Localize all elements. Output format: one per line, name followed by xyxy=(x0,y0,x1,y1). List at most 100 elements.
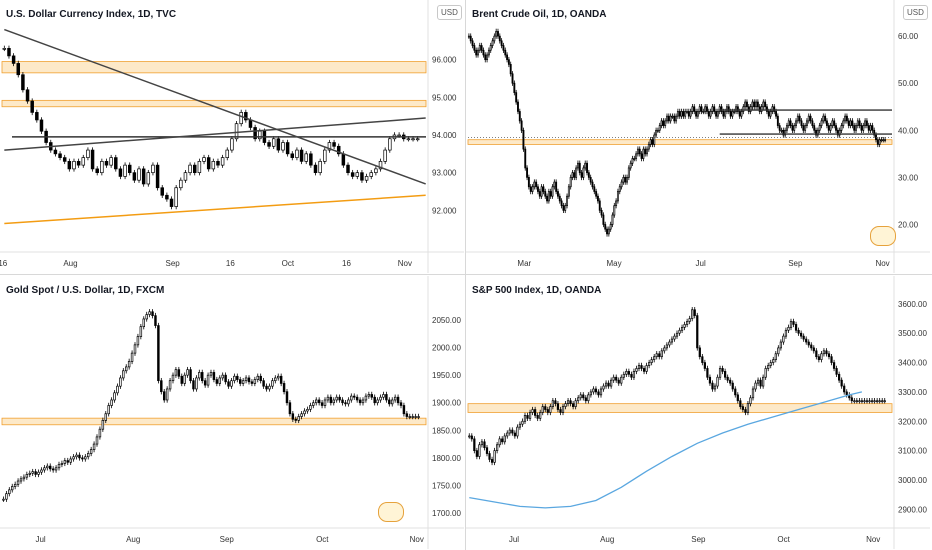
candle-body xyxy=(686,111,688,113)
x-tick-label: Nov xyxy=(410,535,424,544)
candle-body xyxy=(856,120,859,126)
candle-body xyxy=(276,138,281,151)
candle-body xyxy=(873,129,876,136)
candle-body xyxy=(379,396,382,401)
candle-body xyxy=(267,142,271,147)
candle-body xyxy=(480,45,483,51)
candle-body xyxy=(742,106,745,112)
candle-body xyxy=(13,483,17,487)
candle-body xyxy=(847,120,850,126)
candle-body xyxy=(524,148,527,169)
candle-body xyxy=(800,332,803,337)
candle-body xyxy=(693,106,696,112)
candle-body xyxy=(411,138,415,141)
candle-body xyxy=(701,356,704,363)
candle-body xyxy=(620,376,623,384)
events-badge-icon[interactable] xyxy=(378,502,404,522)
candle-body xyxy=(739,400,742,407)
candle-body xyxy=(629,162,632,169)
candle-body xyxy=(151,164,155,174)
y-tick-label: 96.000 xyxy=(432,56,457,65)
x-tick-label: Sep xyxy=(691,535,706,544)
events-badge-icon[interactable] xyxy=(870,226,896,246)
candle-body xyxy=(675,115,678,122)
candle-body xyxy=(829,125,832,131)
candle-body xyxy=(155,164,160,189)
candle-body xyxy=(853,400,856,403)
candle-body xyxy=(787,120,790,126)
y-tick-label: 20.00 xyxy=(898,220,919,229)
candle-body xyxy=(622,177,625,183)
candle-body xyxy=(526,167,529,178)
candle-body xyxy=(136,336,140,346)
candle-body xyxy=(51,468,55,471)
candle-body xyxy=(762,376,765,387)
candle-body xyxy=(569,177,572,188)
candle-body xyxy=(855,125,857,131)
candle-body xyxy=(827,353,831,358)
candle-body xyxy=(341,399,344,404)
candle-body xyxy=(290,153,295,158)
candle-body xyxy=(835,368,838,375)
candle-body xyxy=(640,365,643,369)
candle-body xyxy=(22,476,26,480)
candle-body xyxy=(884,139,887,142)
candle-body xyxy=(285,142,290,155)
candle-body xyxy=(397,134,401,137)
candle-body xyxy=(477,49,479,56)
candle-body xyxy=(247,377,251,383)
chart-panel-spx[interactable]: 2900.00 3000.00 3100.00 3200.00 3300.00 3400.… xyxy=(466,276,930,549)
candle-body xyxy=(358,399,362,404)
candle-body xyxy=(336,145,341,155)
candle-body xyxy=(195,377,198,390)
currency-badge-brent[interactable]: USD xyxy=(903,5,928,20)
candle-body xyxy=(101,420,105,430)
candle-body xyxy=(40,469,43,473)
candle-body xyxy=(198,372,201,379)
candle-body xyxy=(718,368,722,378)
candle-body xyxy=(388,399,391,405)
candle-body xyxy=(702,111,705,113)
candle-body xyxy=(604,382,608,387)
candle-body xyxy=(415,138,420,141)
candle-body xyxy=(660,350,663,358)
chart-panel-gold[interactable]: 1700.00 1750.00 1800.00 1850.00 1900.00 1950.… xyxy=(0,276,464,549)
y-tick-label: 95.000 xyxy=(432,93,457,102)
candle-body xyxy=(817,356,820,360)
candle-body xyxy=(796,115,799,122)
candle-body xyxy=(749,397,752,405)
candle-body xyxy=(696,111,699,117)
candle-body xyxy=(571,172,574,178)
candle-body xyxy=(511,73,514,84)
candle-body xyxy=(529,186,532,192)
candle-body xyxy=(81,157,86,166)
candle-body xyxy=(658,125,661,131)
candle-body xyxy=(815,350,818,358)
candle-body xyxy=(807,341,810,346)
candle-body xyxy=(344,402,347,405)
candle-body xyxy=(827,125,830,131)
candle-body xyxy=(696,315,699,349)
candle-body xyxy=(780,129,783,132)
candle-body xyxy=(503,435,506,443)
candle-body xyxy=(346,164,350,174)
candle-body xyxy=(201,372,204,382)
candle-body xyxy=(706,106,708,112)
candle-body xyxy=(271,380,274,387)
chart-panel-brent[interactable]: 20.00 30.00 40.00 50.00 60.00 Mar May Jul Sep Nov… xyxy=(466,0,930,273)
candle-body xyxy=(484,54,487,61)
chart-panel-dxy[interactable]: 92.000 93.000 94.000 95.000 96.000 16 Aug Sep 16… xyxy=(0,0,464,273)
candle-body xyxy=(221,374,224,379)
candle-body xyxy=(709,111,712,117)
candle-body xyxy=(335,396,338,401)
candle-body xyxy=(648,362,651,366)
currency-badge-dxy[interactable]: USD xyxy=(437,5,462,20)
candle-body xyxy=(417,416,420,418)
candle-body xyxy=(399,402,403,406)
candle-body xyxy=(493,35,496,42)
y-tick-label: 3500.00 xyxy=(898,329,927,338)
candle-body xyxy=(864,120,867,126)
candle-body xyxy=(81,457,84,460)
candle-body xyxy=(784,129,787,136)
candle-body xyxy=(575,167,578,178)
